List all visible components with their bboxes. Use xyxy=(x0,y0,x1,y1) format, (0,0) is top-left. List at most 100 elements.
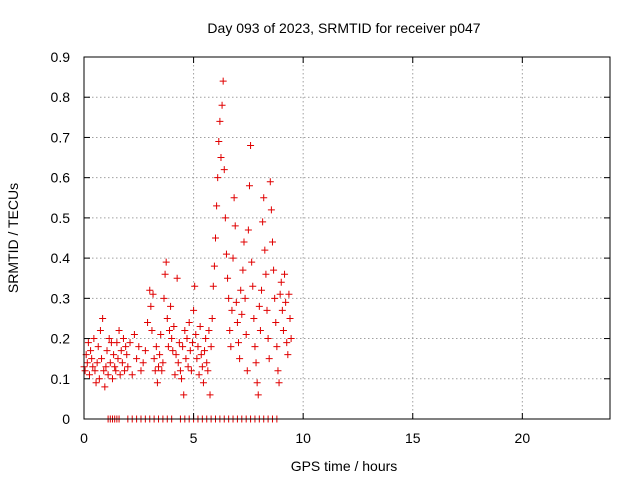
data-point xyxy=(203,359,211,367)
data-point xyxy=(156,351,164,359)
data-point xyxy=(155,363,163,371)
data-point xyxy=(206,391,214,399)
data-point xyxy=(162,258,170,266)
data-point xyxy=(249,282,257,290)
data-point xyxy=(204,367,212,375)
y-tick-label: 0.5 xyxy=(51,210,71,226)
data-point xyxy=(160,294,168,302)
data-point xyxy=(123,351,131,359)
y-tick-label: 0.1 xyxy=(51,371,71,387)
data-point xyxy=(182,355,190,363)
data-point xyxy=(193,355,201,363)
data-point xyxy=(231,222,239,230)
data-point xyxy=(139,359,147,367)
data-point xyxy=(190,306,198,314)
data-point xyxy=(126,339,134,347)
data-point xyxy=(99,314,107,322)
data-point xyxy=(196,322,204,330)
data-point xyxy=(197,351,205,359)
data-point xyxy=(104,371,112,379)
data-point xyxy=(214,174,222,182)
data-point xyxy=(209,282,217,290)
data-point xyxy=(94,343,102,351)
data-point xyxy=(114,355,122,363)
data-point xyxy=(96,327,104,335)
data-point xyxy=(148,327,156,335)
data-point xyxy=(170,322,178,330)
data-point xyxy=(268,238,276,246)
x-tick-labels: 0 5 10 15 20 xyxy=(80,430,530,446)
data-point xyxy=(225,294,233,302)
data-point xyxy=(85,371,93,379)
data-point xyxy=(218,101,226,109)
y-axis-label: SRMTID / TECUs xyxy=(5,183,21,293)
data-point xyxy=(237,286,245,294)
data-point xyxy=(105,335,113,343)
data-point xyxy=(98,355,106,363)
data-point xyxy=(158,367,166,375)
data-point xyxy=(152,343,160,351)
data-point xyxy=(248,258,256,266)
data-point xyxy=(168,335,176,343)
data-point xyxy=(264,335,272,343)
data-point xyxy=(210,262,218,270)
data-point xyxy=(144,318,152,326)
y-tick-label: 0.8 xyxy=(51,89,71,105)
data-point xyxy=(221,214,229,222)
data-point xyxy=(242,331,250,339)
x-tick-label: 5 xyxy=(190,430,198,446)
data-point xyxy=(165,327,173,335)
data-point xyxy=(108,375,116,383)
data-point xyxy=(284,351,292,359)
data-point xyxy=(100,367,108,375)
data-point xyxy=(185,318,193,326)
data-point xyxy=(184,363,192,371)
x-axis-label: GPS time / hours xyxy=(291,458,398,474)
data-point xyxy=(259,218,267,226)
data-point xyxy=(277,278,285,286)
data-point xyxy=(151,367,159,375)
data-point xyxy=(255,302,263,310)
data-point xyxy=(119,335,127,343)
data-point xyxy=(247,141,255,149)
data-point xyxy=(124,363,132,371)
data-point xyxy=(89,363,97,371)
data-point xyxy=(188,339,196,347)
data-point xyxy=(199,379,207,387)
grid-layer xyxy=(84,57,610,419)
data-point xyxy=(150,355,158,363)
data-point xyxy=(95,375,103,383)
data-point xyxy=(239,266,247,274)
y-tick-label: 0.7 xyxy=(51,129,71,145)
data-point xyxy=(164,343,172,351)
data-point xyxy=(141,347,149,355)
data-point xyxy=(262,270,270,278)
data-point xyxy=(106,359,114,367)
data-point xyxy=(275,379,283,387)
data-point xyxy=(245,182,253,190)
data-point xyxy=(272,318,280,326)
data-point xyxy=(229,254,237,262)
data-point xyxy=(122,343,130,351)
data-point xyxy=(169,347,177,355)
data-point xyxy=(81,367,89,375)
data-point xyxy=(274,367,282,375)
data-point xyxy=(112,367,120,375)
x-tick-label: 10 xyxy=(295,430,311,446)
data-point xyxy=(216,117,224,125)
data-point xyxy=(103,347,111,355)
data-point xyxy=(205,327,213,335)
data-point xyxy=(149,290,157,298)
data-point xyxy=(178,375,186,383)
data-point xyxy=(183,335,191,343)
data-point xyxy=(117,347,125,355)
data-point xyxy=(146,286,154,294)
data-point xyxy=(263,306,271,314)
data-point xyxy=(202,335,210,343)
data-point xyxy=(192,331,200,339)
data-point xyxy=(83,359,91,367)
data-point xyxy=(90,335,98,343)
data-point xyxy=(215,137,223,145)
data-point xyxy=(228,306,236,314)
data-point xyxy=(276,290,284,298)
